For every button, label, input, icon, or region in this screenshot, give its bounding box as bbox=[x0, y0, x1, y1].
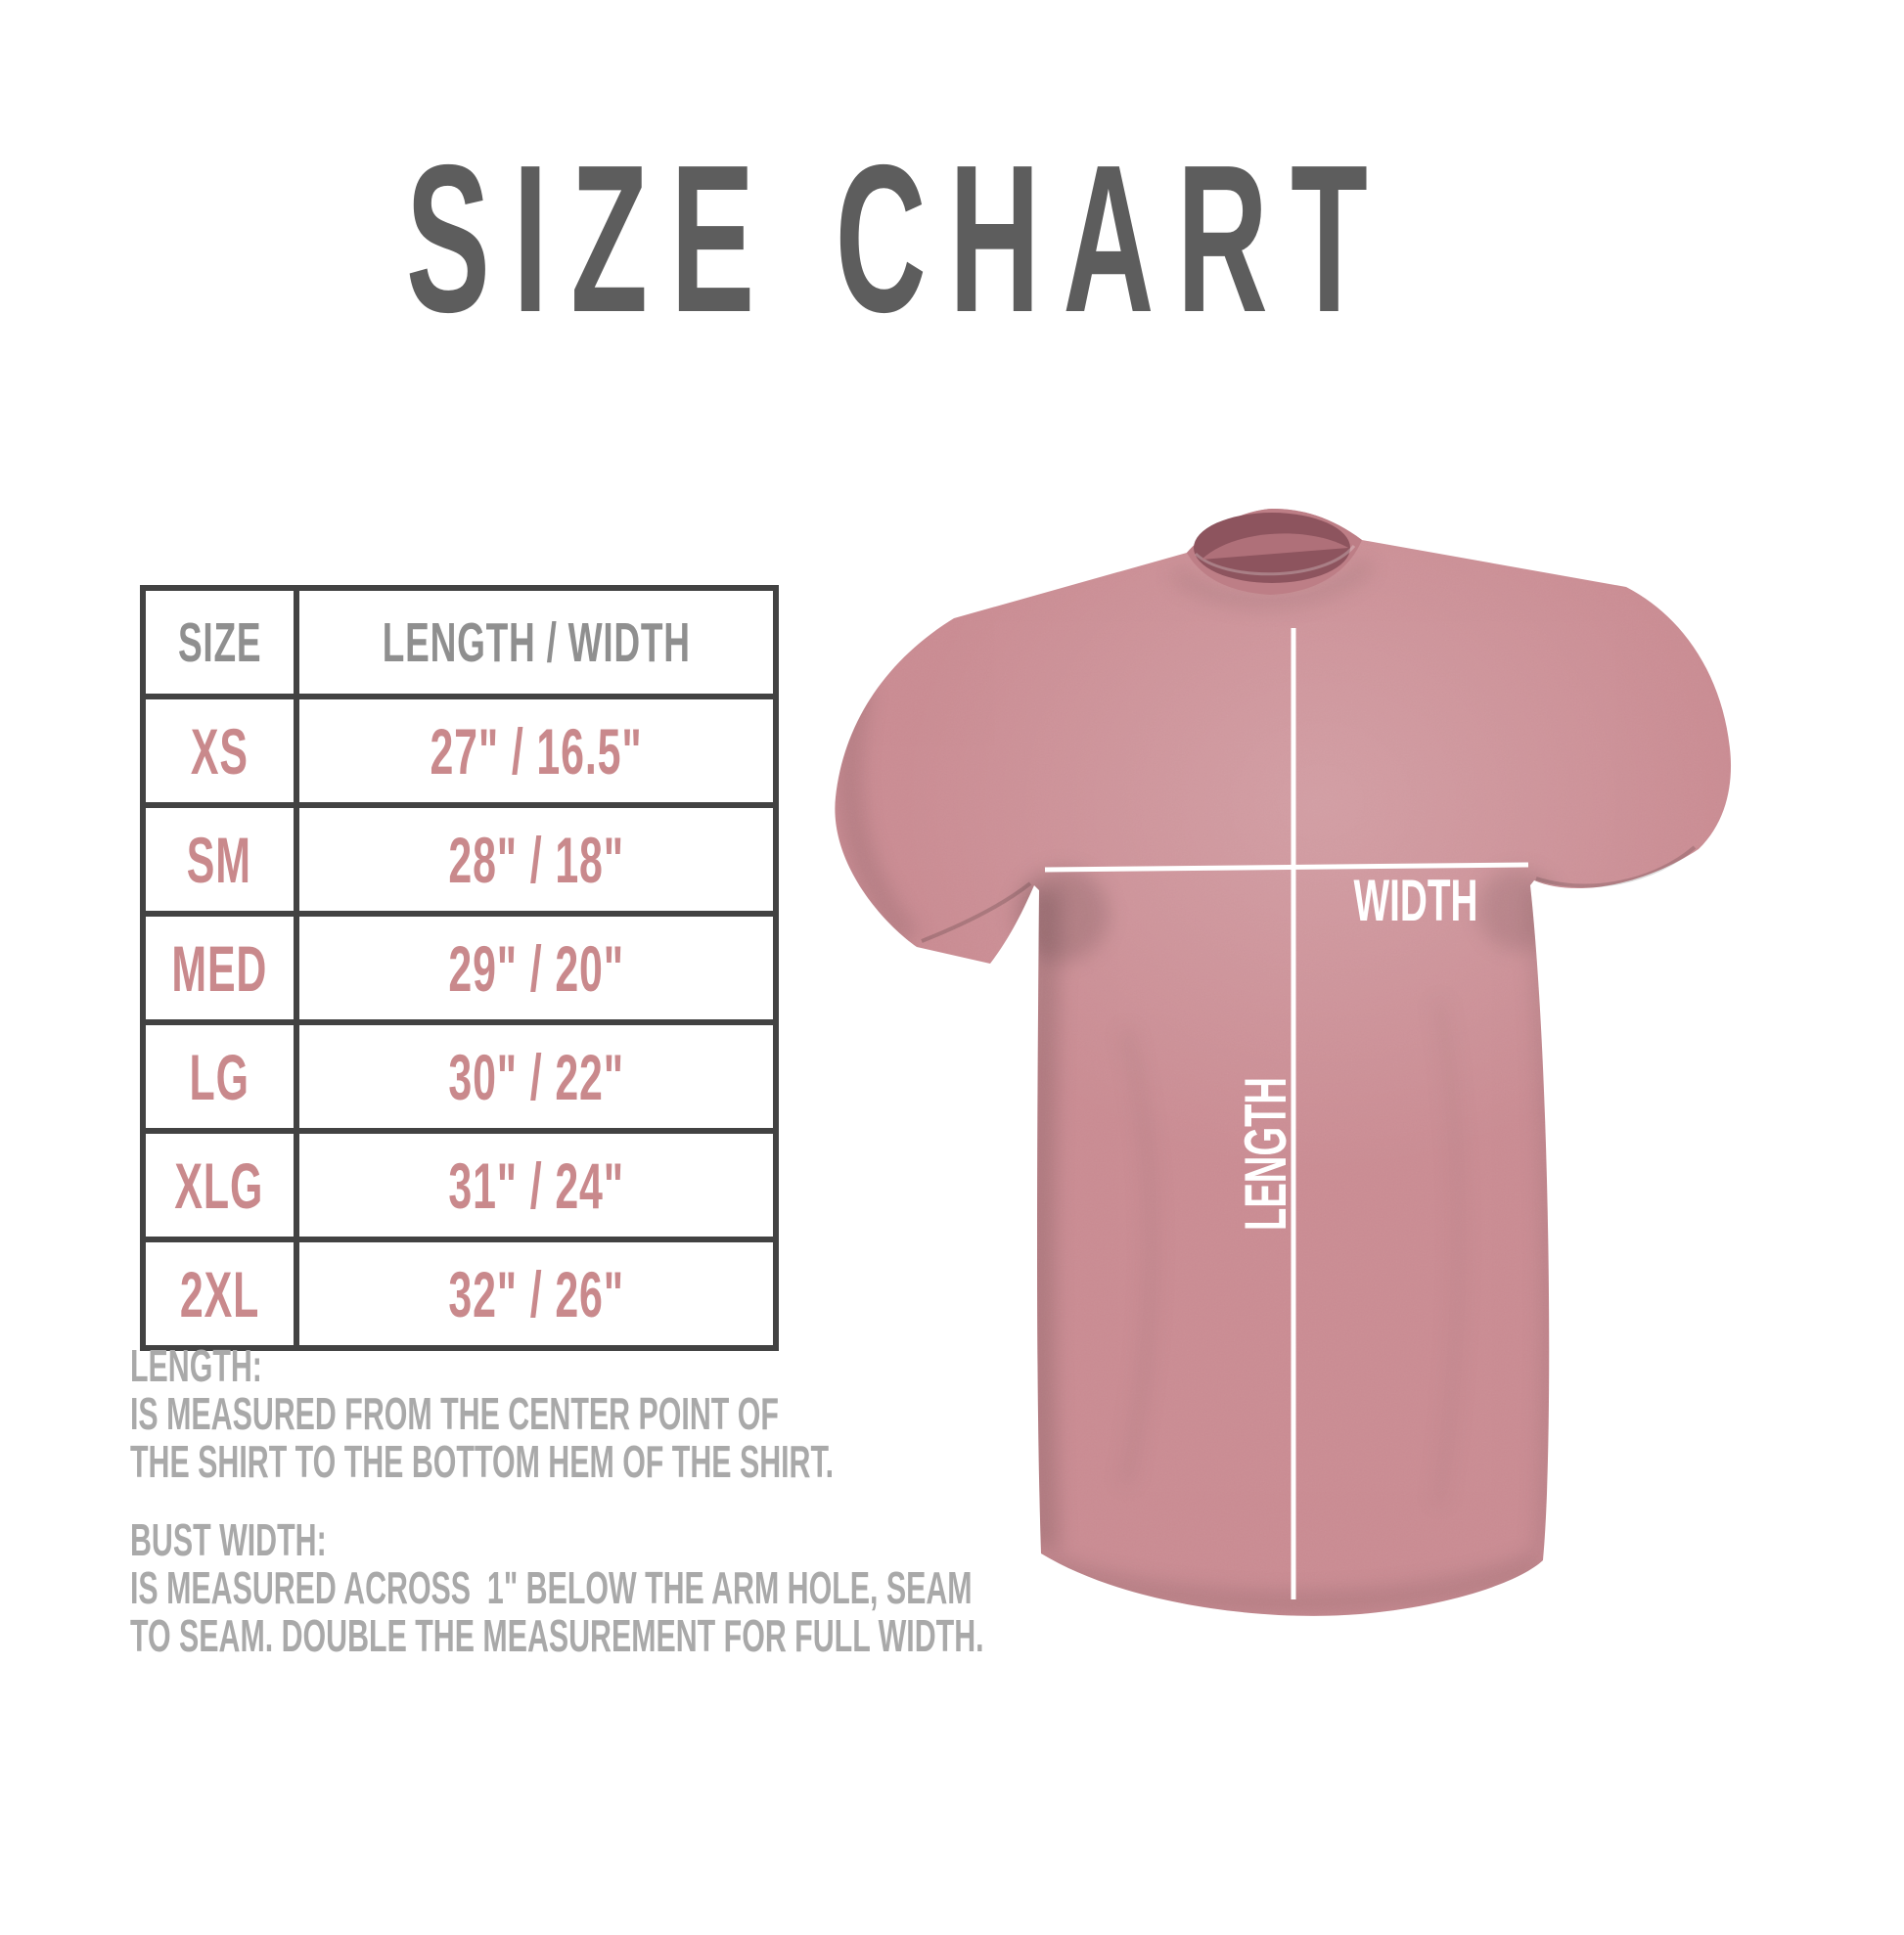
length-label: LENGTH bbox=[1233, 1077, 1298, 1231]
size-cell: SM bbox=[140, 802, 299, 917]
length-note-line: THE SHIRT TO THE BOTTOM HEM OF THE SHIRT… bbox=[130, 1436, 835, 1487]
bust-width-note-line: IS MEASURED ACROSS 1" BELOW THE ARM HOLE… bbox=[130, 1562, 973, 1613]
page-title-text: SIZE CHART bbox=[405, 120, 1391, 356]
table-row: XLG 31" / 24" bbox=[140, 1128, 780, 1242]
size-cell: LG bbox=[140, 1019, 299, 1134]
bust-width-note-heading: BUST WIDTH: bbox=[130, 1514, 327, 1565]
page-title: SIZE CHART bbox=[78, 133, 1719, 343]
measurement-notes: LENGTH: IS MEASURED FROM THE CENTER POIN… bbox=[130, 1342, 1424, 1660]
measurement-cell: 29" / 20" bbox=[293, 911, 780, 1025]
measurement-cell: 28" / 18" bbox=[293, 802, 780, 917]
measurement-cell: 27" / 16.5" bbox=[293, 694, 780, 808]
width-label: WIDTH bbox=[1354, 868, 1478, 933]
measurement-cell: 31" / 24" bbox=[293, 1128, 780, 1242]
bust-width-note: BUST WIDTH: IS MEASURED ACROSS 1" BELOW … bbox=[130, 1516, 1424, 1660]
measurement-cell: 32" / 26" bbox=[293, 1237, 780, 1351]
left-sleeve-seam bbox=[921, 881, 1032, 943]
length-note-line: IS MEASURED FROM THE CENTER POINT OF bbox=[130, 1388, 779, 1439]
size-cell: XS bbox=[140, 694, 299, 808]
bust-width-note-line: TO SEAM. DOUBLE THE MEASUREMENT FOR FULL… bbox=[130, 1610, 984, 1661]
table-row: MED 29" / 20" bbox=[140, 911, 780, 1025]
measurement-cell: 30" / 22" bbox=[293, 1019, 780, 1134]
right-sleeve-seam bbox=[1535, 845, 1697, 888]
table-row: 2XL 32" / 26" bbox=[140, 1237, 780, 1351]
size-cell: XLG bbox=[140, 1128, 299, 1242]
length-note-heading: LENGTH: bbox=[130, 1340, 262, 1391]
table-row: XS 27" / 16.5" bbox=[140, 694, 780, 808]
width-measure-line bbox=[1044, 862, 1529, 873]
size-table: SIZE LENGTH / WIDTH XS 27" / 16.5" SM 28… bbox=[140, 585, 780, 1351]
size-cell: MED bbox=[140, 911, 299, 1025]
measurement-overlay: WIDTH LENGTH bbox=[1044, 628, 1529, 1599]
size-cell: 2XL bbox=[140, 1237, 299, 1351]
length-note: LENGTH: IS MEASURED FROM THE CENTER POIN… bbox=[130, 1342, 1424, 1486]
table-row: LG 30" / 22" bbox=[140, 1019, 780, 1134]
table-row: SM 28" / 18" bbox=[140, 802, 780, 917]
header-cell-size: SIZE bbox=[140, 585, 299, 699]
tshirt-image bbox=[835, 509, 1732, 1616]
header-cell-length-width: LENGTH / WIDTH bbox=[293, 585, 780, 699]
size-table-header-row: SIZE LENGTH / WIDTH bbox=[140, 585, 780, 699]
